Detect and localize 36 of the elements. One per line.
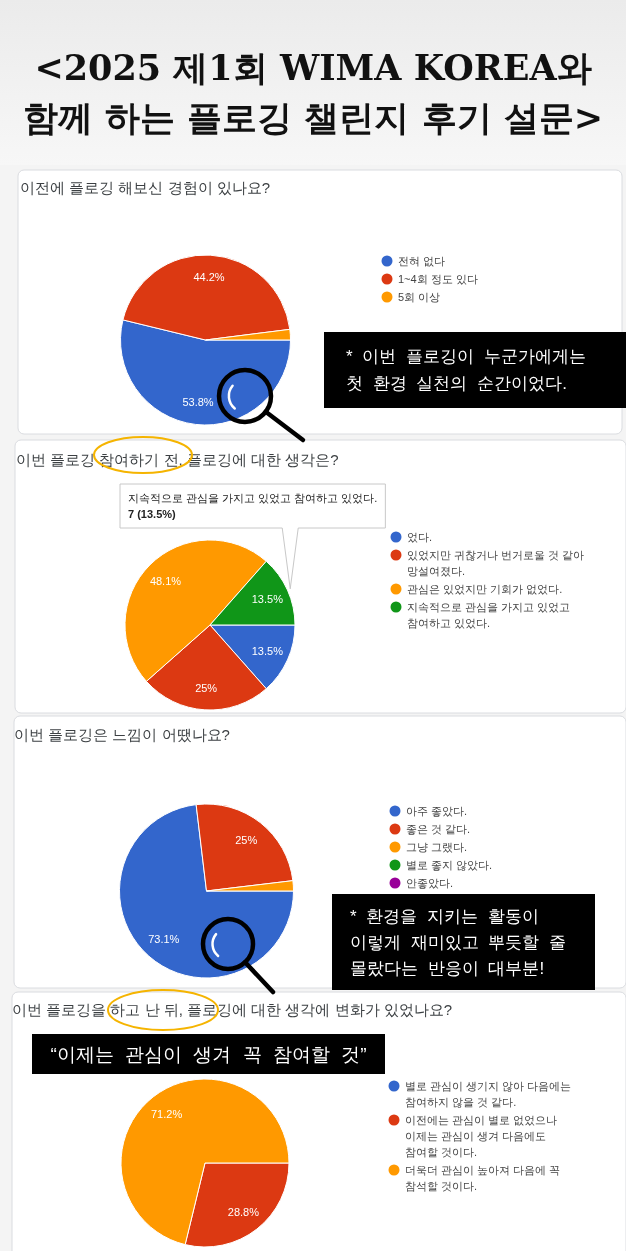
legend-label: 이전에는 관심이 별로 없었으나 이제는 관심이 생겨 다음에도 참여할 것이다. [405, 1114, 558, 1158]
legend-label: 지속적으로 관심을 가지고 있었고 참여하고 있었다. [407, 601, 571, 629]
legend-label: 안좋았다. [406, 877, 454, 889]
legend-label: 별로 좋지 않았다. [406, 859, 493, 871]
legend-label: 있었지만 귀찮거나 번거로울 것 같아 망설여졌다. [407, 549, 585, 577]
data-label: 25% [195, 681, 218, 694]
data-label: 48.1% [149, 574, 182, 587]
chart-title: 이번 플로깅 참여하기 전, 플로깅에 대한 생각은? [16, 451, 339, 468]
text: * 환경을 지키는 활동이 이렇게 재미있고 뿌듯할 줄 몰랐다는 반응이 대부분! [350, 906, 567, 978]
data-label: 71.2% [150, 1108, 183, 1121]
text: * 이번 플로깅이 누군가에게는 첫 환경 실천의 순간이었다. [346, 347, 586, 394]
data-label: 73.1% [148, 933, 180, 946]
legend-label: 좋은 것 같다. [406, 823, 471, 835]
legend-label: 었다. [407, 531, 433, 543]
text: 7 (13.5%) [128, 507, 177, 520]
text: “이제는 관심이 생겨 꼭 참여할 것” [50, 1043, 367, 1065]
legend-label: 더욱더 관심이 높아져 다음에 꼭 참석할 것이다. [405, 1164, 561, 1192]
chart-title: 이전에 플로깅 해보신 경험이 있나요? [20, 179, 271, 196]
data-label: 25% [235, 834, 258, 847]
legend-label: 별로 관심이 생기지 않아 다음에는 참여하지 않을 것 같다. [405, 1080, 572, 1108]
pie-slice [120, 1078, 290, 1246]
data-label: 13.5% [251, 593, 284, 606]
legend-label: 아주 좋았다. [406, 805, 468, 817]
legend-label: 관심은 있었지만 기회가 없었다. [407, 583, 563, 595]
pie-slice [119, 804, 294, 979]
data-label: 13.5% [251, 644, 284, 657]
data-label: 28.8% [227, 1205, 260, 1218]
legend-label: 전혀 없다 [398, 255, 446, 267]
legend-label: 1~4회 정도 있다 [398, 273, 478, 285]
data-label: 44.2% [193, 271, 225, 284]
legend-label: 5회 이상 [398, 291, 441, 303]
text: <2025 제1회 WIMA KOREA와 함께 하는 플로깅 챌린지 후기 설문> [22, 47, 604, 138]
legend-label: 그냥 그랬다. [406, 841, 468, 853]
text: 지속적으로 관심을 가지고 있었고 참여하고 있었다. [128, 491, 378, 504]
data-label: 53.8% [182, 396, 214, 409]
chart-title: 이번 플로깅은 느낌이 어땠나요? [14, 726, 230, 743]
